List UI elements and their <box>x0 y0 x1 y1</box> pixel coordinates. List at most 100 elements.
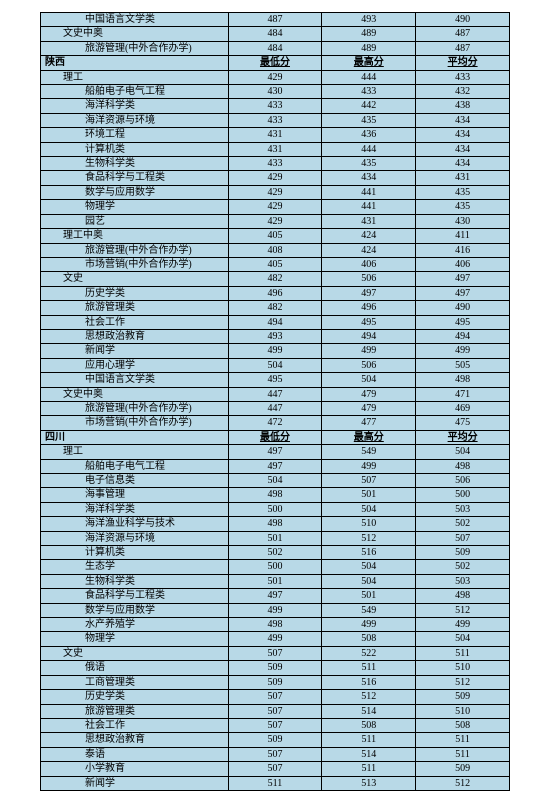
row-label: 水产养殖学 <box>41 618 229 632</box>
min-score-cell: 509 <box>228 733 322 747</box>
min-score-cell: 484 <box>228 41 322 55</box>
table-row: 水产养殖学498499499 <box>41 618 510 632</box>
row-label: 工商管理类 <box>41 675 229 689</box>
row-label: 海洋科学类 <box>41 99 229 113</box>
max-score-cell: 508 <box>322 718 416 732</box>
avg-score-cell: 431 <box>416 171 510 185</box>
table-row: 市场营销(中外合作办学)472477475 <box>41 416 510 430</box>
table-row: 思想政治教育493494494 <box>41 329 510 343</box>
avg-score-cell: 512 <box>416 603 510 617</box>
table-row: 旅游管理类482496490 <box>41 301 510 315</box>
max-score-cell: 489 <box>322 41 416 55</box>
row-label: 物理学 <box>41 632 229 646</box>
avg-score-cell: 497 <box>416 272 510 286</box>
max-score-cell: 436 <box>322 128 416 142</box>
table-row: 食品科学与工程类429434431 <box>41 171 510 185</box>
row-label: 船舶电子电气工程 <box>41 459 229 473</box>
max-score-cell: 512 <box>322 690 416 704</box>
max-score-cell: 516 <box>322 675 416 689</box>
min-score-cell: 484 <box>228 27 322 41</box>
max-score-cell: 434 <box>322 171 416 185</box>
avg-score-cell: 471 <box>416 387 510 401</box>
min-score-cell: 511 <box>228 776 322 790</box>
avg-score-cell: 500 <box>416 488 510 502</box>
avg-score-cell: 502 <box>416 517 510 531</box>
avg-score-cell: 416 <box>416 243 510 257</box>
row-label: 小学教育 <box>41 762 229 776</box>
table-row: 历史学类496497497 <box>41 286 510 300</box>
min-score-cell: 487 <box>228 13 322 27</box>
avg-score-cell: 510 <box>416 661 510 675</box>
avg-score-cell: 435 <box>416 185 510 199</box>
min-score-cell: 497 <box>228 459 322 473</box>
avg-score-cell: 平均分 <box>416 430 510 444</box>
table-row: 旅游管理类507514510 <box>41 704 510 718</box>
min-score-cell: 507 <box>228 690 322 704</box>
max-score-cell: 442 <box>322 99 416 113</box>
min-score-cell: 最低分 <box>228 56 322 70</box>
min-score-cell: 482 <box>228 272 322 286</box>
max-score-cell: 506 <box>322 272 416 286</box>
max-score-cell: 496 <box>322 301 416 315</box>
table-row: 思想政治教育509511511 <box>41 733 510 747</box>
row-label: 海洋资源与环境 <box>41 113 229 127</box>
table-row: 新闻学511513512 <box>41 776 510 790</box>
table-row: 海洋资源与环境501512507 <box>41 531 510 545</box>
table-row: 海洋科学类500504503 <box>41 502 510 516</box>
table-row: 社会工作507508508 <box>41 718 510 732</box>
row-label: 思想政治教育 <box>41 329 229 343</box>
row-label: 生物科学类 <box>41 574 229 588</box>
min-score-cell: 504 <box>228 358 322 372</box>
avg-score-cell: 512 <box>416 776 510 790</box>
row-label: 生态学 <box>41 560 229 574</box>
avg-score-cell: 511 <box>416 646 510 660</box>
min-score-cell: 509 <box>228 661 322 675</box>
min-score-cell: 509 <box>228 675 322 689</box>
table-body: 中国语言文学类487493490文史中奥484489487旅游管理(中外合作办学… <box>41 13 510 791</box>
avg-score-cell: 494 <box>416 329 510 343</box>
avg-score-cell: 511 <box>416 747 510 761</box>
row-label: 文史中奥 <box>41 387 229 401</box>
min-score-cell: 499 <box>228 344 322 358</box>
min-score-cell: 429 <box>228 200 322 214</box>
max-score-cell: 511 <box>322 762 416 776</box>
max-score-cell: 511 <box>322 661 416 675</box>
min-score-cell: 最低分 <box>228 430 322 444</box>
min-score-cell: 408 <box>228 243 322 257</box>
row-label: 环境工程 <box>41 128 229 142</box>
avg-score-cell: 506 <box>416 474 510 488</box>
min-score-cell: 502 <box>228 546 322 560</box>
table-row: 理工497549504 <box>41 445 510 459</box>
row-label: 理工中奥 <box>41 229 229 243</box>
max-score-cell: 最高分 <box>322 56 416 70</box>
row-label: 海洋渔业科学与技术 <box>41 517 229 531</box>
avg-score-cell: 411 <box>416 229 510 243</box>
min-score-cell: 472 <box>228 416 322 430</box>
avg-score-cell: 509 <box>416 690 510 704</box>
avg-score-cell: 512 <box>416 675 510 689</box>
table-row: 应用心理学504506505 <box>41 358 510 372</box>
min-score-cell: 497 <box>228 589 322 603</box>
avg-score-cell: 499 <box>416 344 510 358</box>
max-score-cell: 514 <box>322 747 416 761</box>
max-score-cell: 435 <box>322 157 416 171</box>
row-label: 四川 <box>41 430 229 444</box>
max-score-cell: 441 <box>322 185 416 199</box>
avg-score-cell: 503 <box>416 574 510 588</box>
row-label: 应用心理学 <box>41 358 229 372</box>
row-label: 新闻学 <box>41 344 229 358</box>
row-label: 计算机类 <box>41 142 229 156</box>
row-label: 旅游管理类 <box>41 704 229 718</box>
row-label: 文史中奥 <box>41 27 229 41</box>
avg-score-cell: 508 <box>416 718 510 732</box>
avg-score-cell: 487 <box>416 27 510 41</box>
max-score-cell: 504 <box>322 502 416 516</box>
min-score-cell: 429 <box>228 185 322 199</box>
row-label: 食品科学与工程类 <box>41 589 229 603</box>
min-score-cell: 495 <box>228 373 322 387</box>
max-score-cell: 501 <box>322 589 416 603</box>
min-score-cell: 507 <box>228 646 322 660</box>
max-score-cell: 最高分 <box>322 430 416 444</box>
min-score-cell: 500 <box>228 502 322 516</box>
max-score-cell: 501 <box>322 488 416 502</box>
